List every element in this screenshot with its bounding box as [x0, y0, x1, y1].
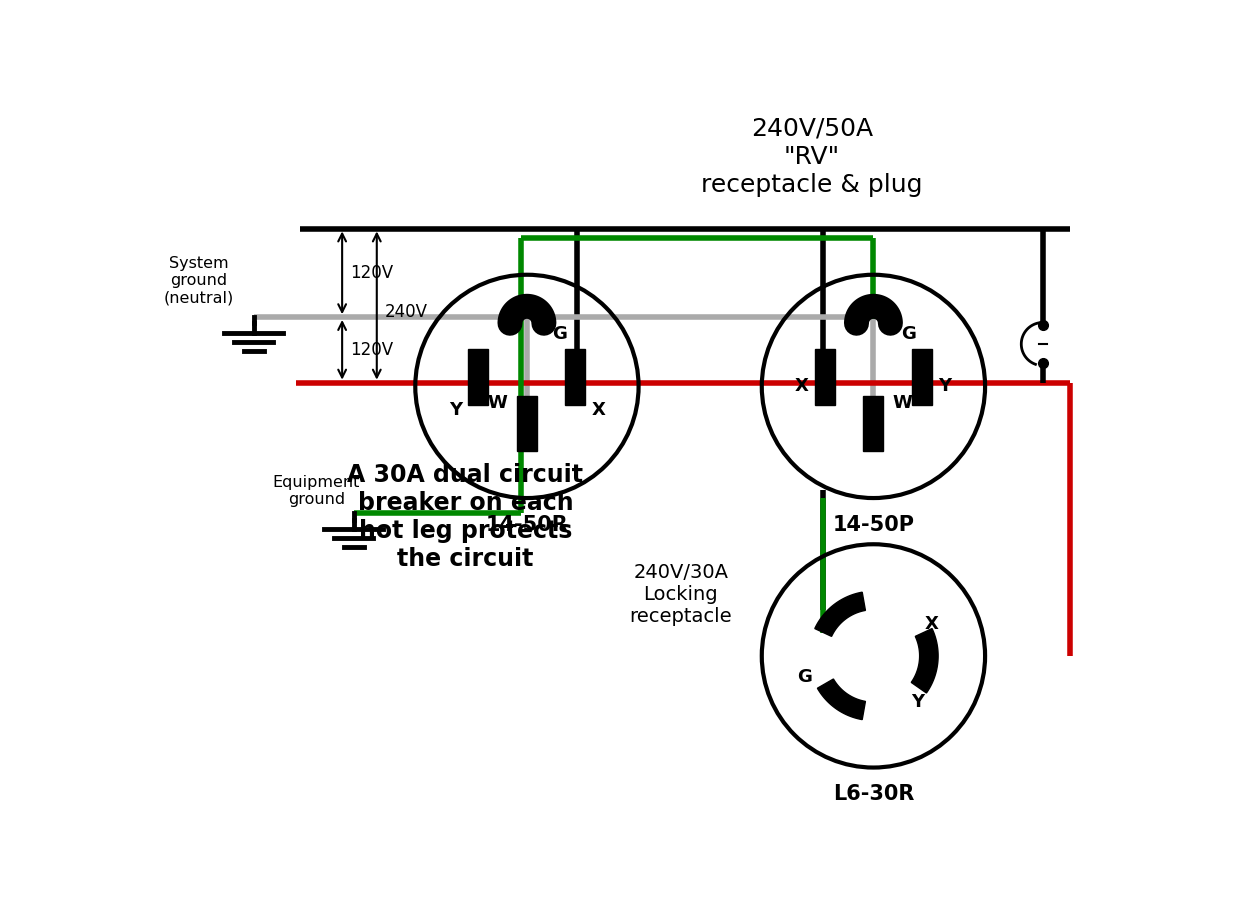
Polygon shape — [517, 396, 537, 451]
Text: G: G — [797, 669, 812, 686]
Text: X: X — [591, 400, 606, 419]
Text: X: X — [795, 378, 808, 396]
Text: Y: Y — [449, 400, 462, 419]
Text: Equipment
ground: Equipment ground — [273, 475, 360, 507]
Polygon shape — [912, 349, 932, 405]
Text: 240V/30A
Locking
receptacle: 240V/30A Locking receptacle — [629, 563, 732, 626]
Text: Y: Y — [939, 378, 951, 396]
Text: 120V: 120V — [349, 341, 392, 359]
Polygon shape — [911, 629, 938, 693]
Text: W: W — [892, 394, 913, 412]
Text: L6-30R: L6-30R — [833, 784, 914, 804]
Polygon shape — [565, 349, 585, 405]
Text: System
ground
(neutral): System ground (neutral) — [163, 256, 233, 306]
Text: A 30A dual circuit
breaker on each
hot leg protects
the circuit: A 30A dual circuit breaker on each hot l… — [347, 463, 584, 571]
Polygon shape — [814, 592, 865, 636]
Text: G: G — [552, 325, 566, 343]
Polygon shape — [817, 679, 865, 720]
Text: 120V: 120V — [349, 264, 392, 282]
Polygon shape — [864, 396, 884, 451]
Text: W: W — [487, 394, 507, 412]
Text: 240V: 240V — [385, 303, 427, 320]
Text: X: X — [924, 614, 938, 632]
Polygon shape — [469, 349, 489, 405]
Polygon shape — [814, 349, 835, 405]
Text: G: G — [901, 325, 916, 343]
Text: 14-50P: 14-50P — [833, 515, 914, 535]
Text: Y: Y — [912, 693, 924, 711]
Text: 240V/50A
"RV"
receptacle & plug: 240V/50A "RV" receptacle & plug — [701, 116, 923, 197]
Text: 14-50R: 14-50R — [485, 515, 569, 535]
